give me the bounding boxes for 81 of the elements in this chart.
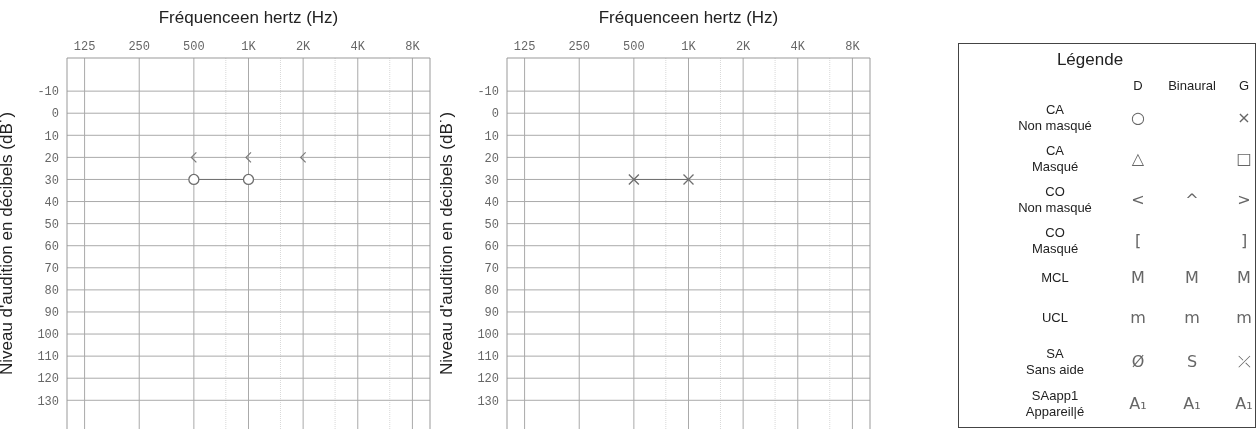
text: [ <box>1133 231 1143 251</box>
y-tick-label: 40 <box>44 195 59 210</box>
text: < <box>1130 190 1146 210</box>
x-tick-label: 500 <box>183 40 205 54</box>
y-tick-label: -10 <box>37 85 59 100</box>
y-tick-label: 130 <box>477 394 499 409</box>
text: MCL <box>1040 270 1070 286</box>
y-tick-label: 60 <box>484 239 499 254</box>
text: A₁ <box>1182 394 1202 414</box>
y-tick-label: 90 <box>44 306 59 321</box>
text: □ <box>1235 149 1253 169</box>
y-tick-label: 70 <box>44 262 59 277</box>
x-tick-label: 500 <box>623 40 645 54</box>
y-tick-label: 130 <box>37 394 59 409</box>
y-tick-label: 100 <box>37 328 59 343</box>
text: SA Sans aide <box>1025 346 1085 378</box>
text: m <box>1235 308 1253 328</box>
y-tick-label: 110 <box>477 350 499 365</box>
text: M <box>1130 268 1146 288</box>
y-tick-label: 60 <box>44 239 59 254</box>
text: m <box>1183 308 1201 328</box>
y-tick-label: 120 <box>37 372 59 387</box>
y-tick-label: 110 <box>37 350 59 365</box>
y-tick-label: 80 <box>44 284 59 299</box>
x-tick-label: 1K <box>241 40 257 54</box>
y-tick-label: 40 <box>484 195 499 210</box>
y-tick-label: 0 <box>51 107 59 122</box>
text: D <box>1133 78 1143 93</box>
x-tick-label: 125 <box>513 40 536 54</box>
text: ○ <box>1130 108 1146 128</box>
x-tick-label: 4K <box>790 40 806 54</box>
text: CO Non masqué <box>1017 184 1093 216</box>
y-tick-label: 50 <box>44 217 59 232</box>
chart-title: Fréquenceen hertz (Hz) <box>157 8 340 28</box>
text: Ø <box>1130 352 1146 372</box>
text: M <box>1236 268 1252 288</box>
text: ^ <box>1184 190 1200 210</box>
x-tick-label: 125 <box>73 40 96 54</box>
text: M <box>1184 268 1200 288</box>
y-tick-label: 100 <box>477 328 499 343</box>
text: UCL <box>1041 310 1069 326</box>
y-tick-label: 90 <box>484 306 499 321</box>
text: A₁ <box>1128 394 1148 414</box>
y-tick-label: -10 <box>477 85 499 100</box>
chart-title: Fréquenceen hertz (Hz) <box>597 8 780 28</box>
x-tick-label: 1K <box>681 40 697 54</box>
text: Binaural <box>1167 78 1217 93</box>
y-tick-label: 10 <box>484 129 499 144</box>
y-tick-label: 30 <box>484 173 499 188</box>
y-tick-label: 30 <box>44 173 59 188</box>
y-tick-label: 120 <box>477 372 499 387</box>
text: G <box>1238 78 1250 93</box>
text: △ <box>1130 149 1146 169</box>
y-tick-label: 20 <box>484 151 499 166</box>
y-tick-label: 20 <box>44 151 59 166</box>
text: CA Non masqué <box>1017 102 1093 134</box>
text: SAapp1 Appareil|é <box>1024 388 1086 420</box>
y-tick-label: 0 <box>491 107 499 122</box>
y-axis-title: Niveau d'audition en décibels (dB˙) <box>437 111 457 376</box>
text: m <box>1129 308 1147 328</box>
text: S <box>1185 352 1199 372</box>
x-tick-label: 4K <box>350 40 366 54</box>
x-tick-label: 2K <box>295 40 312 54</box>
x-tick-label: 8K <box>845 40 861 54</box>
y-tick-label: 50 <box>484 217 499 232</box>
text: CO Masqué <box>1030 225 1080 257</box>
text: × <box>1236 108 1252 128</box>
y-tick-label: 70 <box>484 262 499 277</box>
text: ⤫ <box>1236 352 1252 372</box>
text: A₁ <box>1234 394 1254 414</box>
text: Légende <box>1055 50 1125 70</box>
x-tick-label: 8K <box>405 40 421 54</box>
x-tick-label: 2K <box>735 40 752 54</box>
y-tick-label: 10 <box>44 129 59 144</box>
y-axis-title: Niveau d'audition en décibels (dB˙) <box>0 111 17 376</box>
x-tick-label: 250 <box>568 40 591 54</box>
text: > <box>1236 190 1252 210</box>
x-tick-label: 250 <box>128 40 151 54</box>
y-tick-label: 80 <box>484 284 499 299</box>
text: ] <box>1239 231 1249 251</box>
text: CA Masqué <box>1030 143 1080 175</box>
